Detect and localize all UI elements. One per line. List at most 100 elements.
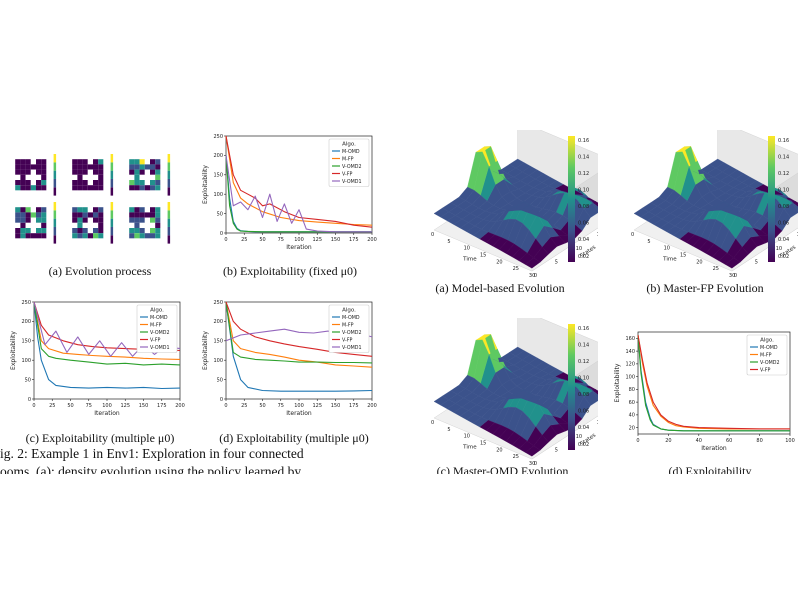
grid-cell [160, 190, 166, 196]
legend-entry: M-FP [342, 322, 354, 328]
grid-cell [139, 164, 145, 170]
grid-cell [10, 212, 16, 218]
grid-cell [87, 228, 93, 234]
legend-entry: V-OMD2 [342, 330, 362, 336]
x-tick-label: 175 [349, 403, 359, 409]
grid-cell [103, 190, 109, 196]
states-tick-label: 0 [534, 273, 537, 278]
y-tick-label: 100 [625, 374, 635, 380]
series-line-v-omd2 [225, 155, 372, 233]
legend-title: Algo. [760, 338, 774, 344]
grid-colorbar-cell [53, 218, 57, 227]
grid-cell [77, 164, 83, 170]
legend-title: Algo. [342, 142, 356, 148]
grid-cell [46, 212, 52, 218]
surface-facet [633, 207, 650, 218]
y-tick-label: 250 [21, 300, 31, 306]
grid-cell [72, 185, 78, 191]
grid-cell [36, 154, 42, 160]
colorbar [768, 136, 775, 262]
grid-cell [77, 174, 83, 180]
surface-facet [433, 395, 450, 406]
grid-cell [77, 222, 83, 228]
grid-cell [134, 212, 140, 218]
grid-cell [144, 154, 150, 160]
grid-cell [25, 164, 31, 170]
grid-cell [82, 202, 88, 208]
time-tick-label: 15 [680, 253, 686, 259]
grid-cell [98, 174, 104, 180]
grid-colorbar-cell [110, 218, 114, 227]
x-tick-label: 25 [49, 403, 55, 409]
grid-cell [25, 238, 31, 244]
grid-cell [82, 233, 88, 239]
caption-left-a: (a) Evolution process [48, 264, 152, 278]
grid-cell [124, 190, 130, 196]
grid-cell [30, 217, 36, 223]
legend-entry: V-OMD2 [342, 164, 362, 170]
x-tick-label: 40 [696, 438, 702, 444]
chart-left-b-svg: 0 25 50 75 100 125 150 175 200 0 50 100 150 200 250 Ite… [202, 134, 377, 251]
grid-cell [77, 180, 83, 186]
grid-cell [30, 159, 36, 165]
grid-cell [41, 159, 47, 165]
grid-cell [36, 174, 42, 180]
grid-cell [87, 164, 93, 170]
grid-cell [124, 233, 130, 239]
evolution-grids [8, 152, 180, 247]
grid-cell [72, 222, 78, 228]
grid-cell [82, 190, 88, 196]
colorbar-tick-label: 0.14 [578, 154, 589, 160]
x-tick-label: 200 [367, 403, 377, 409]
grid-colorbar-cell [110, 154, 114, 163]
grid-cell [87, 190, 93, 196]
grid-cell [155, 202, 161, 208]
y-tick-label: 160 [625, 336, 635, 342]
grid-colorbar-cell [167, 218, 171, 227]
grid-cell [134, 159, 140, 165]
states-tick-label: 10 [576, 434, 582, 440]
grid-cell [87, 180, 93, 186]
legend-entry: M-OMD [760, 345, 778, 351]
surface-b-svg: 05101520253005101520TimeStates0.020.050.… [631, 120, 800, 279]
grid-cell [41, 154, 47, 160]
grid-cell [77, 154, 83, 160]
caption-right-d: (d) Exploitability [668, 464, 752, 474]
series-line-m-fp [33, 301, 181, 360]
grid-cell [20, 217, 26, 223]
y-tick-label: 60 [629, 400, 635, 406]
time-tick-label: 0 [431, 420, 434, 426]
grid-cell [72, 202, 78, 208]
grid-cell [87, 233, 93, 239]
grid-cell [103, 154, 109, 160]
colorbar-tick-label: 0.02 [578, 254, 589, 260]
grid-cell [160, 159, 166, 165]
colorbar-tick-label: 0.02 [778, 254, 789, 260]
grid-cell [160, 164, 166, 170]
time-axis-label: Time [662, 256, 677, 262]
grid-cell [87, 159, 93, 165]
grid-cell [134, 154, 140, 160]
grid-cell [134, 228, 140, 234]
grid-cell [103, 222, 109, 228]
caption-right-c: (c) Master-OMD Evolution [436, 464, 569, 474]
grid-cell [20, 174, 26, 180]
x-tick-label: 0 [224, 237, 227, 243]
grid-cell [15, 202, 21, 208]
grid-cell [150, 164, 156, 170]
grid-cell [77, 159, 83, 165]
grid-cell [36, 202, 42, 208]
grid-cell [41, 185, 47, 191]
grid-cell [10, 222, 16, 228]
grid-cell [98, 185, 104, 191]
time-tick-label: 20 [696, 259, 702, 265]
grid-cell [98, 202, 104, 208]
grid-cell [77, 238, 83, 244]
time-tick-label: 10 [664, 246, 670, 252]
grid-cell [72, 190, 78, 196]
grid-cell [41, 164, 47, 170]
grid-cell [41, 202, 47, 208]
chart-left-d-svg: 0 25 50 75 100 125 150 175 200 0 50 100 150 200 250 Ite… [202, 300, 377, 417]
grid-cell [129, 233, 135, 239]
grid-cell [124, 222, 130, 228]
